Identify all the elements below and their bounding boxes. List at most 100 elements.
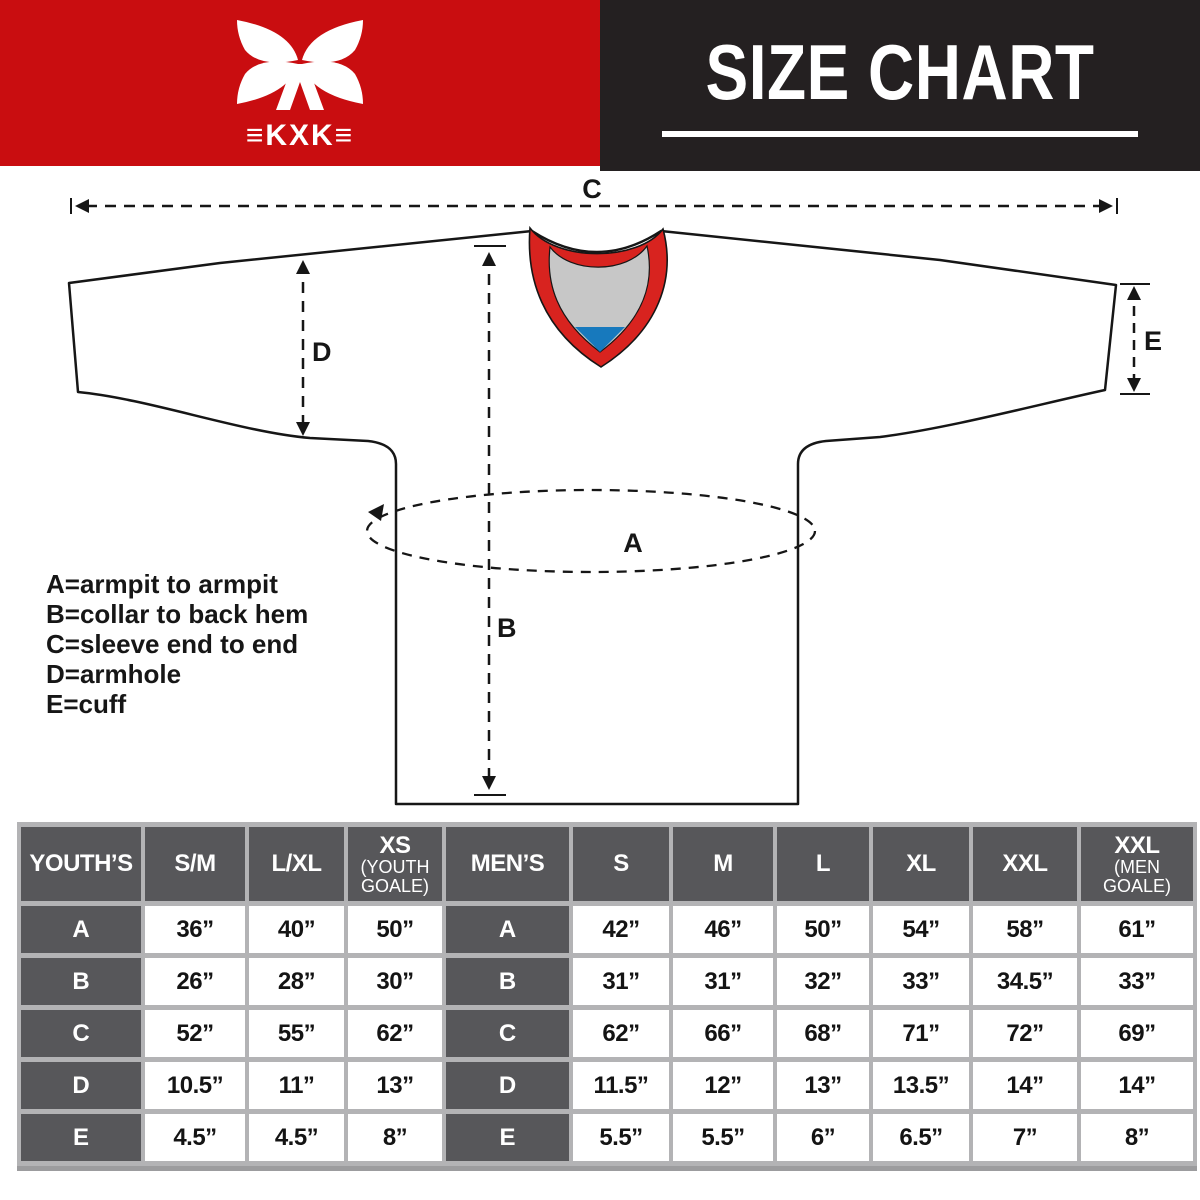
- size-note-line1: (MEN: [1114, 856, 1160, 877]
- header-youth-xs-goalie: XS (YOUTH GOALE): [348, 827, 442, 901]
- value-cell: 33”: [873, 958, 969, 1005]
- row-label-cell: C: [446, 1010, 569, 1057]
- row-label-cell: A: [21, 906, 141, 953]
- value-cell: 8”: [348, 1114, 442, 1161]
- value-cell: 11”: [249, 1062, 344, 1109]
- dim-label-e: E: [1144, 326, 1162, 356]
- value-cell: 4.5”: [145, 1114, 245, 1161]
- value-cell: 66”: [673, 1010, 773, 1057]
- size-note-line2: GOALE): [360, 875, 430, 896]
- row-label-cell: E: [446, 1114, 569, 1161]
- legend-line-c: C=sleeve end to end: [46, 629, 299, 659]
- header-men-s: S: [573, 827, 669, 901]
- value-cell: 50”: [777, 906, 869, 953]
- row-label-cell: A: [446, 906, 569, 953]
- logo-lambda: [276, 64, 324, 110]
- arrowhead-e-bottom: [1127, 378, 1141, 392]
- brand-banner: ≡KXK≡: [0, 0, 600, 166]
- logo-wing-bottom-right: [302, 61, 363, 104]
- value-cell: 71”: [873, 1010, 969, 1057]
- jersey-outline: [67, 229, 1118, 806]
- table-row-c: C 52” 55” 62” C 62” 66” 68” 71” 72” 69”: [21, 1010, 1193, 1057]
- value-cell: 14”: [973, 1062, 1077, 1109]
- logo-wing-top-right: [302, 20, 363, 63]
- value-cell: 6”: [777, 1114, 869, 1161]
- dimension-b: [474, 245, 506, 796]
- value-cell: 26”: [145, 958, 245, 1005]
- row-label-cell: E: [21, 1114, 141, 1161]
- arrowhead-d-top: [296, 260, 310, 274]
- size-note-line1: (YOUTH: [360, 856, 430, 877]
- row-label-cell: B: [446, 958, 569, 1005]
- arrowhead-e-top: [1127, 286, 1141, 300]
- size-note-line2: GOALE): [1102, 875, 1172, 896]
- value-cell: 36”: [145, 906, 245, 953]
- value-cell: 62”: [573, 1010, 669, 1057]
- page-title: SIZE CHART: [705, 27, 1095, 116]
- value-cell: 34.5”: [973, 958, 1077, 1005]
- value-cell: 28”: [249, 958, 344, 1005]
- value-cell: 31”: [573, 958, 669, 1005]
- title-underline: [662, 130, 1138, 137]
- header-men-xxl: XXL: [973, 827, 1077, 901]
- value-cell: 5.5”: [573, 1114, 669, 1161]
- header-youth-lxl: L/XL: [249, 827, 344, 901]
- arrowhead-b-bottom: [482, 776, 496, 790]
- table-row-d: D 10.5” 11” 13” D 11.5” 12” 13” 13.5” 14…: [21, 1062, 1193, 1109]
- value-cell: 12”: [673, 1062, 773, 1109]
- arrowhead-d-bottom: [296, 422, 310, 436]
- value-cell: 40”: [249, 906, 344, 953]
- header-youths: YOUTH’S: [21, 827, 141, 901]
- size-table: YOUTH’S S/M L/XL XS (YOUTH GOALE) MEN’S …: [17, 822, 1197, 1171]
- dim-label-b: B: [497, 613, 517, 643]
- arrowhead-b-top: [482, 252, 496, 266]
- title-banner: SIZE CHART: [600, 0, 1200, 171]
- header-youth-sm: S/M: [145, 827, 245, 901]
- legend-line-b: B=collar to back hem: [46, 599, 309, 629]
- size-label: XS: [379, 831, 411, 859]
- dimension-e: [1120, 283, 1150, 395]
- dim-label-c: C: [582, 174, 602, 204]
- header-men-xxl-goalie: XXL (MEN GOALE): [1081, 827, 1193, 901]
- logo-wing-top-left: [237, 20, 298, 63]
- value-cell: 50”: [348, 906, 442, 953]
- table-row-e: E 4.5” 4.5” 8” E 5.5” 5.5” 6” 6.5” 7” 8”: [21, 1114, 1193, 1161]
- header-men-l: L: [777, 827, 869, 901]
- value-cell: 14”: [1081, 1062, 1193, 1109]
- kxk-logo-icon: ≡KXK≡: [237, 20, 363, 152]
- arrowhead-a: [368, 504, 384, 521]
- table-row-b: B 26” 28” 30” B 31” 31” 32” 33” 34.5” 33…: [21, 958, 1193, 1005]
- value-cell: 32”: [777, 958, 869, 1005]
- logo-wing-bottom-left: [237, 61, 298, 104]
- value-cell: 42”: [573, 906, 669, 953]
- value-cell: 54”: [873, 906, 969, 953]
- value-cell: 72”: [973, 1010, 1077, 1057]
- legend-line-d: D=armhole: [46, 659, 182, 689]
- value-cell: 30”: [348, 958, 442, 1005]
- value-cell: 5.5”: [673, 1114, 773, 1161]
- value-cell: 52”: [145, 1010, 245, 1057]
- size-label: XXL: [1114, 831, 1160, 859]
- value-cell: 13”: [348, 1062, 442, 1109]
- jersey-measurement-diagram: C D B E A: [67, 174, 1162, 806]
- value-cell: 4.5”: [249, 1114, 344, 1161]
- row-label-cell: D: [21, 1062, 141, 1109]
- value-cell: 31”: [673, 958, 773, 1005]
- dimension-a-ellipse: [365, 488, 817, 574]
- value-cell: 8”: [1081, 1114, 1193, 1161]
- value-cell: 55”: [249, 1010, 344, 1057]
- legend-line-a: A=armpit to armpit: [46, 569, 278, 599]
- value-cell: 46”: [673, 906, 773, 953]
- value-cell: 11.5”: [573, 1062, 669, 1109]
- row-label-cell: C: [21, 1010, 141, 1057]
- table-header-row: YOUTH’S S/M L/XL XS (YOUTH GOALE) MEN’S …: [21, 827, 1193, 901]
- dim-label-d: D: [312, 337, 332, 367]
- logo-wordmark: ≡KXK≡: [246, 119, 354, 152]
- value-cell: 6.5”: [873, 1114, 969, 1161]
- arrowhead-c-right: [1099, 199, 1113, 213]
- value-cell: 10.5”: [145, 1062, 245, 1109]
- value-cell: 13.5”: [873, 1062, 969, 1109]
- header-men-xl: XL: [873, 827, 969, 901]
- header-men-m: M: [673, 827, 773, 901]
